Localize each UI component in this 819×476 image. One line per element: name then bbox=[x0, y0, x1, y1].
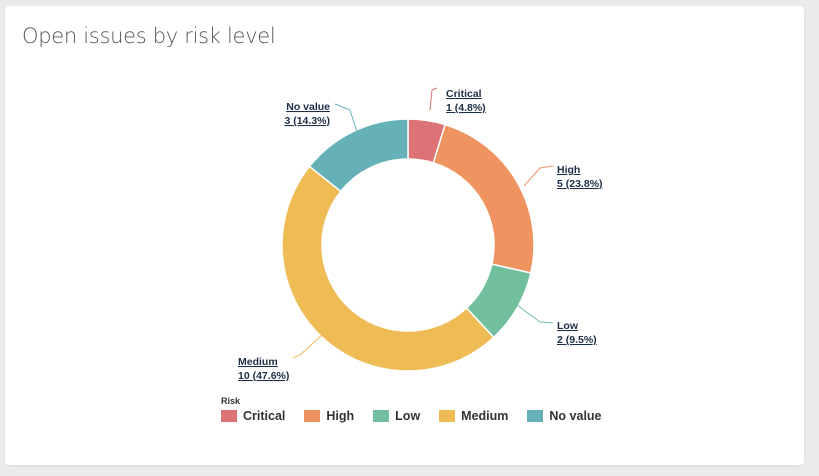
legend-label-low: Low bbox=[395, 409, 421, 423]
slice-high[interactable] bbox=[432, 123, 535, 274]
legend-label-critical: Critical bbox=[243, 409, 286, 423]
slice-name-label-no-value: No value bbox=[286, 101, 330, 113]
legend: Risk Critical High Low Medium No value bbox=[221, 396, 621, 423]
legend-item-low[interactable]: Low bbox=[373, 409, 420, 423]
legend-label-medium: Medium bbox=[461, 409, 509, 423]
leader-line-medium bbox=[292, 334, 323, 359]
slice-value-label-medium: 10 (47.6%) bbox=[238, 370, 289, 382]
legend-label-no-value: No value bbox=[549, 409, 602, 423]
slice-value-label-critical: 1 (4.8%) bbox=[446, 102, 486, 114]
slice-name-label-critical: Critical bbox=[446, 88, 482, 100]
legend-swatch-high bbox=[304, 410, 321, 422]
slice-name-label-low: Low bbox=[557, 320, 579, 332]
legend-swatch-critical bbox=[221, 410, 237, 422]
leader-line-low bbox=[516, 304, 554, 324]
slice-value-label-no-value: 3 (14.3%) bbox=[284, 115, 330, 127]
leader-line-critical bbox=[429, 87, 438, 111]
chart-title: Open issues by risk level bbox=[22, 24, 276, 48]
leader-line-no-value bbox=[334, 103, 358, 133]
slice-value-label-high: 5 (23.8%) bbox=[557, 178, 603, 190]
legend-swatch-no-value bbox=[527, 410, 544, 422]
slice-name-label-high: High bbox=[557, 164, 580, 176]
legend-swatch-low bbox=[373, 410, 390, 422]
slice-name-label-medium: Medium bbox=[238, 356, 278, 368]
legend-item-high[interactable]: High bbox=[304, 409, 354, 423]
legend-title: Risk bbox=[221, 396, 241, 406]
legend-item-medium[interactable]: Medium bbox=[439, 409, 508, 423]
slice-no-value[interactable] bbox=[308, 118, 409, 193]
legend-label-high: High bbox=[326, 409, 355, 423]
legend-item-no-value[interactable]: No value bbox=[527, 409, 602, 423]
legend-items: Critical High Low Medium No value bbox=[221, 409, 621, 423]
slice-medium[interactable] bbox=[281, 165, 495, 372]
chart-card: Open issues by risk level bbox=[5, 6, 804, 465]
legend-item-critical[interactable]: Critical bbox=[221, 409, 285, 423]
leader-line-high bbox=[523, 165, 554, 187]
slice-value-label-low: 2 (9.5%) bbox=[557, 334, 597, 346]
legend-swatch-medium bbox=[439, 410, 456, 422]
